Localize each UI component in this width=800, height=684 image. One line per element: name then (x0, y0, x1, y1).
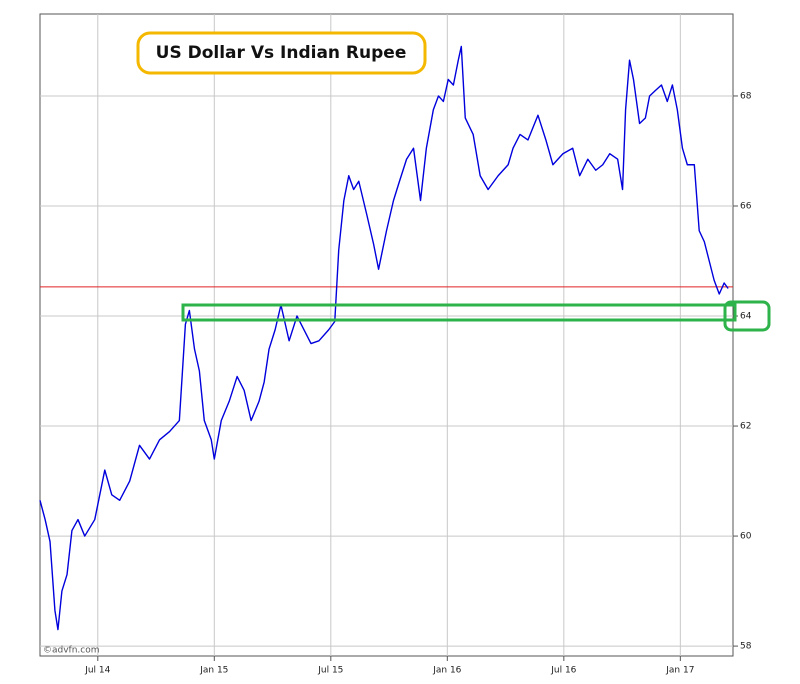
price-line (39, 45, 729, 631)
y-tick-label: 66 (740, 201, 752, 211)
chart-title: US Dollar Vs Indian Rupee (156, 43, 407, 63)
x-tick-label: Jul 16 (550, 666, 576, 676)
y-tick-label: 68 (740, 91, 752, 101)
x-tick-label: Jul 14 (84, 666, 110, 676)
highlight-tick-box (723, 300, 771, 332)
y-tick-label: 60 (740, 532, 752, 542)
title-box (136, 31, 427, 75)
plot-frame (39, 13, 734, 657)
highlight-box (181, 303, 737, 322)
y-tick-label: 64 (740, 312, 752, 322)
x-tick-label: Jan 17 (665, 666, 694, 676)
x-tick-label: Jul 15 (317, 666, 343, 676)
credit: ©advfn.com (43, 646, 100, 656)
x-tick-label: Jan 15 (199, 666, 228, 676)
y-tick-label: 58 (740, 642, 752, 652)
x-tick-label: Jan 16 (432, 666, 461, 676)
grid: 58 60 62 64 66 68 Jul 14 Jan 15 Jul 15 Jan 16 Jul … (40, 14, 752, 676)
y-tick-label: 62 (740, 422, 751, 432)
marks (39, 45, 729, 631)
